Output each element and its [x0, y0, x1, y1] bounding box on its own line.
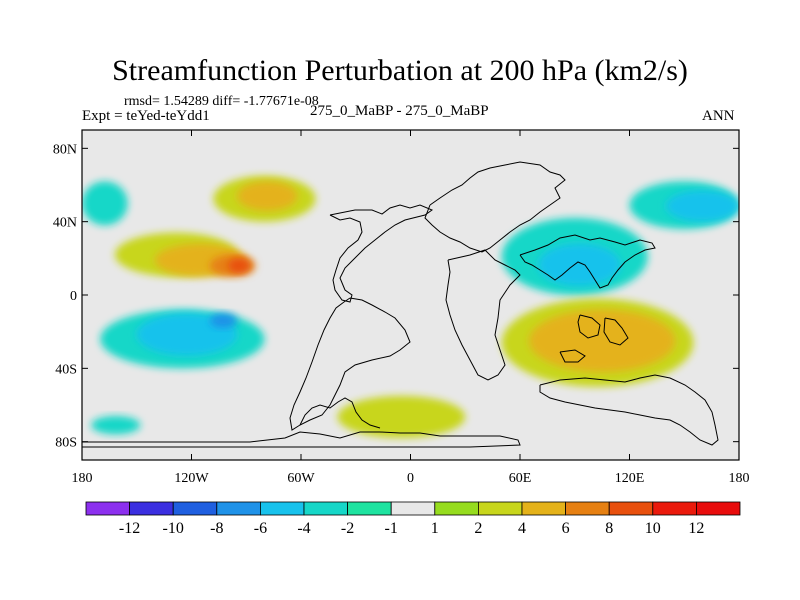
y-tick-label: 40S	[55, 362, 77, 377]
contour-east-pacific-south-peak	[228, 258, 250, 273]
chart-title: Streamfunction Perturbation at 200 hPa (…	[112, 54, 688, 87]
x-tick-label: 60W	[287, 471, 315, 486]
coastline-asia-east	[519, 234, 656, 289]
y-tick-label: 40N	[53, 216, 77, 231]
contour-east-pacific-north-core	[237, 181, 298, 211]
colorbar-label: -2	[341, 520, 354, 537]
coastline-australia	[539, 374, 719, 446]
colorbar-label: 2	[474, 520, 482, 537]
colorbar-label: -8	[210, 520, 223, 537]
y-axis: 80N 40N 0 40S 80S	[53, 142, 739, 451]
colorbar-swatch	[259, 501, 305, 516]
colorbar-swatch	[129, 501, 174, 516]
x-tick-label: 60E	[509, 471, 532, 486]
colorbar-label: 4	[518, 520, 526, 537]
colorbar-label: 12	[688, 520, 704, 537]
coastline-maritime-3	[559, 349, 586, 363]
experiment-label: Expt = teYed-teYdd1	[82, 108, 210, 124]
continent-outlines	[82, 161, 719, 448]
colorbar-swatch	[521, 501, 566, 516]
contour-southeast-pacific-low-max	[209, 313, 238, 328]
colorbar-label: 6	[562, 520, 570, 537]
contour-west-pacific-north-low-core	[666, 190, 739, 222]
coastline-antarctica	[82, 431, 521, 448]
colorbar-swatch	[565, 501, 610, 516]
coastline-maritime-2	[603, 317, 629, 346]
stats-label: rmsd= 1.54289 diff= -1.77671e-08	[124, 94, 319, 109]
coastline-south-america	[289, 297, 411, 431]
colorbar-label: -6	[254, 520, 267, 537]
x-tick-label: 180	[72, 471, 93, 486]
colorbar-swatch	[85, 501, 130, 516]
colorbar-swatch	[390, 501, 436, 516]
contour-indian-ocean-north-low-core	[538, 243, 621, 286]
coastline-north-america	[329, 204, 434, 303]
x-tick-label: 120W	[174, 471, 209, 486]
contour-pacific-small-low	[91, 416, 141, 435]
x-tick-label: 120E	[615, 471, 645, 486]
contour-south-atlantic-high	[337, 395, 466, 438]
coastline-africa	[445, 249, 521, 381]
colorbar-label: -4	[297, 520, 310, 537]
season-label: ANN	[702, 108, 735, 124]
coastline-maritime	[577, 314, 601, 339]
colorbar-swatch	[434, 501, 479, 516]
contour-fills	[82, 175, 739, 438]
contour-dateline-north-low	[82, 181, 128, 226]
colorbar-swatch	[172, 501, 218, 516]
colorbar-swatch	[652, 501, 697, 516]
coastline-eurasia-west	[424, 161, 566, 253]
x-tick-label: 0	[407, 471, 414, 486]
colorbar-swatch	[303, 501, 348, 516]
colorbar: -12 -10 -8 -6 -4 -2 -1 1 2 4 6 8 10 12	[85, 501, 741, 537]
colorbar-label: -1	[385, 520, 398, 537]
x-tick-label: 180	[729, 471, 750, 486]
y-tick-label: 0	[70, 289, 77, 304]
colorbar-label: -10	[163, 520, 184, 537]
colorbar-label: 1	[431, 520, 439, 537]
colorbar-swatch	[216, 501, 261, 516]
colorbar-label: 8	[605, 520, 613, 537]
colorbar-swatch	[608, 501, 654, 516]
coastline-antarctic-peninsula	[299, 397, 381, 429]
colorbar-swatch	[477, 501, 523, 516]
colorbar-swatch	[696, 501, 741, 516]
colorbar-label: -12	[119, 520, 140, 537]
case-label: 275_0_MaBP - 275_0_MaBP	[310, 103, 489, 119]
colorbar-label: 10	[645, 520, 661, 537]
contour-indian-ocean-south-high-core	[529, 309, 676, 373]
x-axis: 180 120W 60W 0 60E 120E 180	[72, 130, 750, 486]
colorbar-swatch	[347, 501, 392, 516]
y-tick-label: 80S	[55, 436, 77, 451]
y-tick-label: 80N	[53, 142, 77, 157]
